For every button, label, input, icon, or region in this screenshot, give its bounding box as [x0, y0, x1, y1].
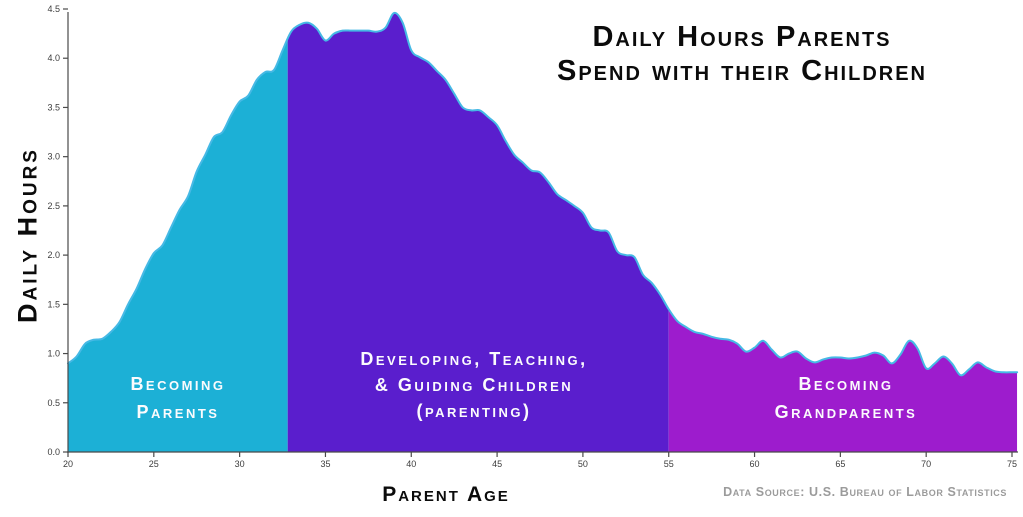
x-tick-label: 50: [578, 459, 588, 469]
x-tick-label: 40: [406, 459, 416, 469]
y-tick-label: 1.5: [47, 299, 60, 309]
y-axis-label: Daily Hours: [12, 147, 43, 323]
area-outline: [67, 11, 1019, 377]
x-tick-label: 45: [492, 459, 502, 469]
x-tick-label: 60: [750, 459, 760, 469]
area-region-becoming-parents: [68, 38, 288, 452]
y-tick-label: 0.0: [47, 447, 60, 457]
y-tick-label: 3.5: [47, 102, 60, 112]
area-region-parenting: [287, 12, 669, 452]
region-label-line: & Guiding Children: [374, 375, 574, 395]
y-tick-label: 1.0: [47, 349, 60, 359]
y-tick-label: 4.5: [47, 4, 60, 14]
data-source-note: Data Source: U.S. Bureau of Labor Statis…: [723, 485, 1007, 499]
region-label-line: Grandparents: [774, 402, 918, 422]
chart-title: Daily Hours Parents Spend with their Chi…: [462, 20, 1022, 88]
region-label-line: (parenting): [416, 401, 532, 421]
y-tick-label: 4.0: [47, 53, 60, 63]
area-region-becoming-grandparents: [668, 309, 1018, 452]
chart-title-line2: Spend with their Children: [556, 55, 927, 87]
x-tick-label: 75: [1007, 459, 1017, 469]
x-tick-label: 65: [835, 459, 845, 469]
region-label-line: Developing, Teaching,: [360, 349, 588, 369]
x-tick-label: 55: [664, 459, 674, 469]
y-tick-label: 2.0: [47, 250, 60, 260]
region-label-line: Parents: [136, 402, 220, 422]
y-tick-label: 0.5: [47, 398, 60, 408]
region-label-becoming-parents: Becoming Parents: [130, 370, 225, 426]
region-label-line: Becoming: [798, 374, 894, 394]
x-tick-label: 20: [63, 459, 73, 469]
x-axis-label: Parent Age: [382, 483, 510, 506]
region-label-parenting: Developing, Teaching, & Guiding Children…: [360, 346, 587, 424]
x-tick-label: 70: [921, 459, 931, 469]
x-tick-label: 30: [235, 459, 245, 469]
x-tick-label: 25: [149, 459, 159, 469]
chart-title-line1: Daily Hours Parents: [592, 21, 892, 53]
y-tick-label: 3.0: [47, 152, 60, 162]
region-label-line: Becoming: [130, 374, 226, 394]
y-tick-label: 2.5: [47, 201, 60, 211]
x-tick-label: 35: [320, 459, 330, 469]
region-label-becoming-grandparents: Becoming Grandparents: [775, 370, 918, 426]
